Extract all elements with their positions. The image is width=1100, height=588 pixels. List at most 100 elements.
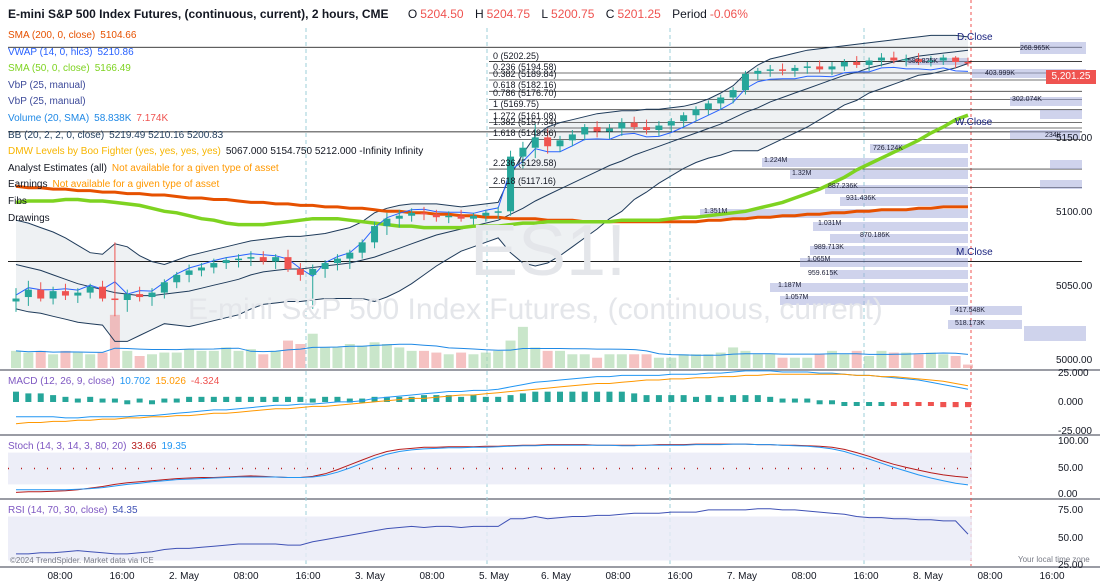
vbp-bar-12: [800, 258, 968, 267]
macd-hist-19: [247, 396, 254, 402]
bollinger-middle-line: [15, 49, 969, 297]
candle-body-41: [519, 147, 527, 157]
macd-hist-51: [643, 395, 650, 402]
candle-body-54: [680, 115, 688, 122]
open-label: O: [407, 7, 418, 21]
legend-row-8[interactable]: Analyst Estimates (all) Not available for…: [8, 163, 284, 175]
candle-body-56: [704, 103, 712, 110]
volume-bar-37: [468, 354, 479, 368]
candle-body-25: [321, 263, 329, 269]
legend-row-5[interactable]: Volume (20, SMA) 58.838K 7.174K: [8, 113, 173, 125]
macd-hist-70: [878, 402, 885, 406]
rsi-legend[interactable]: RSI (14, 70, 30, close) 54.35: [8, 505, 143, 517]
stoch-d-line: [16, 443, 969, 491]
time-axis-label-0: 08:00: [47, 571, 73, 582]
candle-body-17: [222, 260, 230, 264]
volume-bar-2: [35, 350, 46, 368]
volume-bar-15: [196, 350, 207, 368]
close-value: 5201.25: [617, 7, 661, 21]
candle-body-48: [605, 128, 613, 132]
level-label-weekly-close: W.Close: [955, 116, 993, 128]
volume-bar-49: [616, 354, 627, 368]
macd-hist-21: [272, 396, 279, 402]
candle-body-23: [296, 268, 304, 275]
candle-body-28: [358, 242, 366, 253]
volume-bar-30: [381, 344, 392, 368]
candle-body-50: [630, 122, 638, 128]
vbp-bar-7: [840, 197, 968, 206]
volume-bar-71: [888, 352, 899, 368]
macd-hist-74: [927, 402, 934, 406]
time-axis-label-15: 08:00: [977, 571, 1003, 582]
timezone-label[interactable]: Your local time zone: [1018, 555, 1090, 564]
volume-bar-34: [431, 352, 442, 368]
legend-row-1[interactable]: VWAP (14, 0, hlc3) 5210.86: [8, 47, 139, 59]
candle-body-58: [729, 90, 737, 98]
vbp-bar-1: [972, 69, 1086, 78]
candle-body-77: [964, 62, 972, 64]
legend-row-10[interactable]: Fibs: [8, 196, 32, 208]
candle-body-51: [643, 127, 651, 130]
fib-label-6: 1.272 (5161.08): [493, 111, 557, 122]
candle-body-64: [803, 66, 811, 68]
vbp-label-19: 234K: [1045, 132, 1062, 139]
legend-row-4[interactable]: VbP (25, manual): [8, 96, 91, 108]
volume-bar-46: [579, 354, 590, 368]
time-axis-label-11: 7. May: [726, 571, 758, 582]
price-axis-label-2: 5050.00: [1056, 280, 1093, 292]
legend-row-9[interactable]: Earnings Not available for a given type o…: [8, 179, 224, 191]
macd-hist-24: [309, 398, 316, 403]
vbp-bar-22: [1040, 180, 1082, 189]
macd-hist-58: [730, 395, 737, 402]
time-axis-label-5: 3. May: [354, 571, 386, 582]
macd-legend[interactable]: MACD (12, 26, 9, close) 10.702 15.026 -4.32…: [8, 376, 224, 388]
chart-header: E-mini S&P 500 Index Futures, (continuou…: [8, 7, 748, 21]
candle-body-53: [667, 121, 675, 126]
rsi-band: [8, 516, 972, 561]
legend-value-5-0: 58.838K: [94, 113, 132, 124]
macd-hist-69: [866, 402, 873, 406]
macd-hist-62: [779, 398, 786, 403]
legend-row-0[interactable]: SMA (200, 0, close) 5104.66: [8, 30, 141, 42]
macd-hist-3: [50, 395, 57, 402]
fib-label-2: 0.382 (5189.84): [493, 68, 557, 79]
stoch-legend[interactable]: Stoch (14, 3, 14, 3, 80, 20) 33.66 19.35: [8, 441, 191, 453]
legend-name-2: SMA (50, 0, close): [8, 63, 90, 75]
volume-bar-59: [740, 350, 751, 368]
price-axis-label-0: 5150.00: [1056, 132, 1093, 144]
volume-bar-64: [802, 357, 813, 368]
vbp-bar-17: [948, 320, 1022, 329]
vbp-bar-4: [762, 158, 968, 167]
candle-body-57: [717, 97, 725, 104]
legend-name-5: Volume (20, SMA): [8, 113, 90, 124]
legend-row-6[interactable]: BB (20, 2, 2, 0, close) 5219.49 5210.16 5…: [8, 130, 228, 142]
legend-row-7[interactable]: DMW Levels by Boo Fighter (yes, yes, yes…: [8, 146, 428, 158]
legend-row-2[interactable]: SMA (50, 0, close) 5166.49: [8, 63, 136, 75]
macd-hist-44: [557, 391, 563, 402]
vbp-bar-2: [1010, 97, 1082, 106]
macd-hist-53: [668, 395, 675, 402]
legend-row-11[interactable]: Drawings: [8, 213, 55, 225]
low-label: L: [541, 7, 549, 21]
volume-bar-45: [567, 354, 578, 368]
candle-body-32: [408, 212, 416, 216]
vbp-label-12: 1.065M: [807, 256, 831, 263]
macd-hist-29: [371, 396, 378, 402]
candle-body-11: [148, 292, 156, 298]
close-label: C: [605, 7, 615, 21]
legend-row-3[interactable]: VbP (25, manual): [8, 80, 91, 92]
volume-bar-73: [913, 354, 924, 368]
macd-hist-56: [705, 395, 712, 402]
volume-bar-16: [208, 350, 219, 368]
volume-bar-55: [691, 354, 701, 368]
macd-hist-32: [408, 396, 415, 402]
rsi-axis-label-1: 50.00: [1058, 532, 1084, 544]
volume-bar-56: [703, 354, 714, 368]
candle-body-62: [779, 69, 787, 71]
macd-hist-50: [631, 393, 638, 402]
candle-body-29: [371, 226, 379, 243]
macd-hist-5: [74, 398, 81, 403]
legend-name-4: VbP (25, manual): [8, 96, 86, 108]
macd-hist-14: [186, 396, 193, 402]
